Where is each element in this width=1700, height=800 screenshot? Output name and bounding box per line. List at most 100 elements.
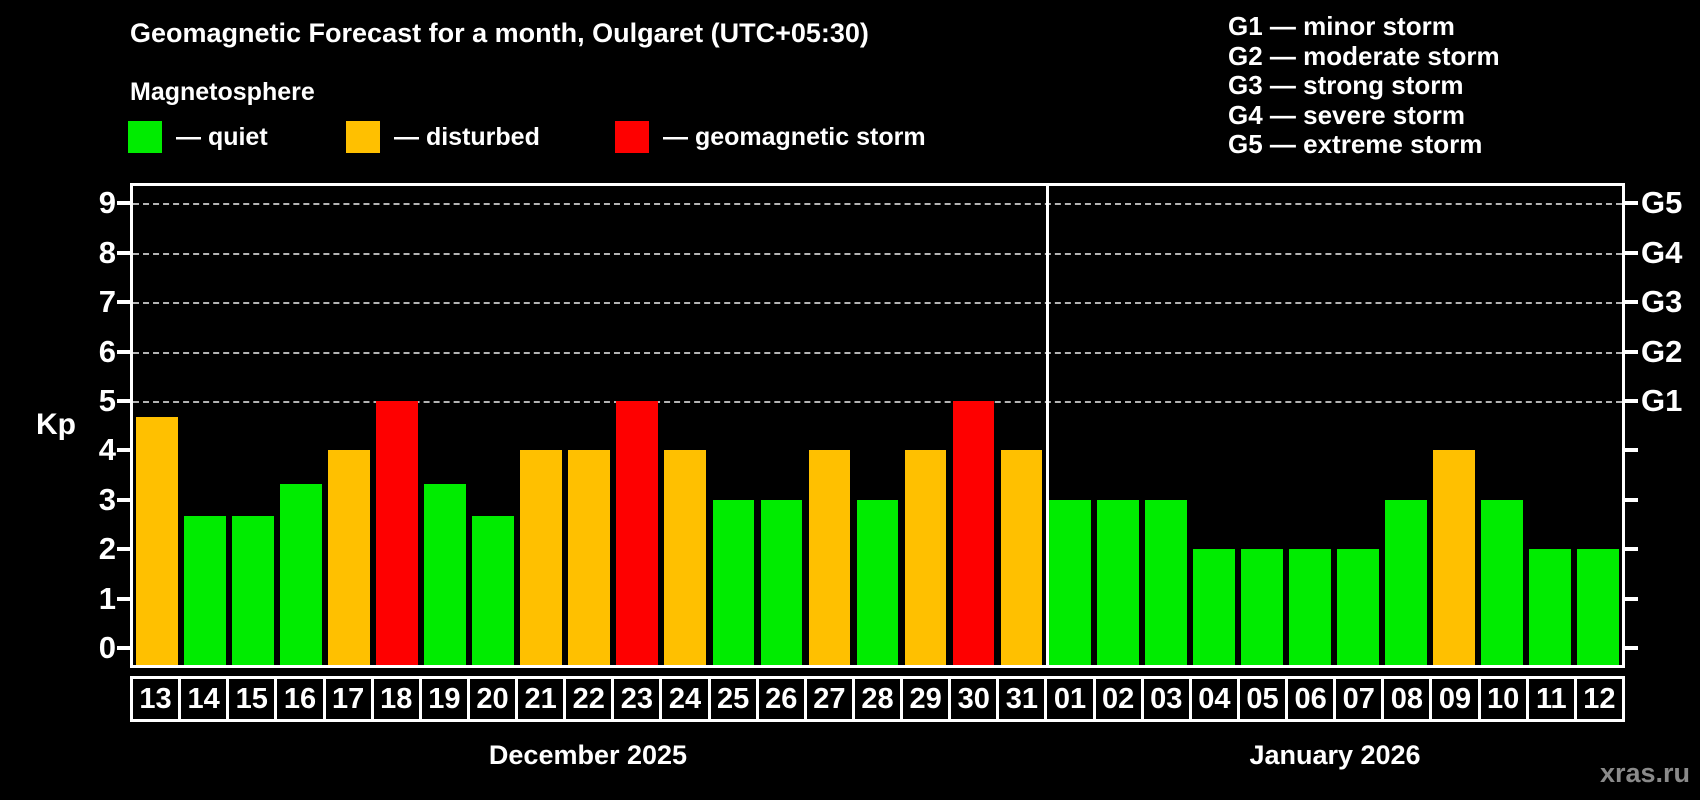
left-axis-tick bbox=[117, 596, 130, 601]
left-axis-tick bbox=[117, 349, 130, 354]
kp-bar-day-09 bbox=[1432, 450, 1475, 665]
month-label-december: December 2025 bbox=[488, 740, 688, 770]
y-axis-label: Kp bbox=[36, 408, 76, 441]
kp-bar-day-18 bbox=[376, 401, 419, 665]
day-cell: 06 bbox=[1288, 679, 1334, 719]
day-cell: 01 bbox=[1047, 679, 1093, 719]
left-axis-tick bbox=[117, 300, 130, 305]
kp-bar-day-06 bbox=[1288, 549, 1331, 665]
day-cell: 29 bbox=[903, 679, 949, 719]
left-axis-tick bbox=[117, 201, 130, 206]
gridline-kp-5 bbox=[133, 401, 1622, 404]
left-axis-tick bbox=[117, 448, 130, 453]
quiet-color-swatch-icon bbox=[128, 121, 162, 153]
y-tick-label: 8 bbox=[98, 234, 116, 270]
day-cell: 19 bbox=[421, 679, 467, 719]
kp-bar-day-01 bbox=[1048, 499, 1091, 665]
disturbed-color-swatch-icon bbox=[346, 121, 380, 153]
day-cell: 14 bbox=[181, 679, 227, 719]
page-title: Geomagnetic Forecast for a month, Oulgar… bbox=[130, 18, 869, 48]
day-axis-row: 13 14 15 16 17 18 19 20 21 22 23 24 25 26 27 28 29 30 31 01… bbox=[130, 676, 1625, 722]
day-cell: 15 bbox=[229, 679, 275, 719]
legend-item-quiet: — quiet bbox=[128, 120, 268, 154]
kp-bar-day-12 bbox=[1577, 549, 1619, 665]
left-axis-tick bbox=[117, 646, 130, 651]
day-cell: 24 bbox=[662, 679, 708, 719]
left-axis-tick bbox=[117, 399, 130, 404]
kp-bar-day-13 bbox=[136, 417, 178, 665]
day-cell: 22 bbox=[566, 679, 612, 719]
y-tick-label: 7 bbox=[98, 284, 116, 320]
kp-bar-day-02 bbox=[1096, 499, 1139, 665]
kp-bar-day-16 bbox=[280, 483, 322, 665]
right-axis-tick bbox=[1625, 349, 1638, 354]
kp-bar-day-10 bbox=[1481, 499, 1523, 665]
kp-bar-day-04 bbox=[1192, 549, 1235, 665]
day-cell: 25 bbox=[710, 679, 756, 719]
day-cell: 18 bbox=[373, 679, 419, 719]
day-cell: 16 bbox=[277, 679, 323, 719]
day-cell: 17 bbox=[325, 679, 371, 719]
day-cell: 27 bbox=[806, 679, 852, 719]
right-axis-tick bbox=[1625, 547, 1638, 552]
legend-label-disturbed: — disturbed bbox=[394, 122, 540, 151]
y-tick-label: 4 bbox=[98, 432, 116, 468]
day-cell: 02 bbox=[1095, 679, 1141, 719]
right-axis-tick bbox=[1625, 596, 1638, 601]
kp-bar-day-30 bbox=[952, 401, 995, 665]
g-legend-line-g3: G3 — strong storm bbox=[1228, 70, 1464, 101]
kp-bar-day-17 bbox=[328, 450, 371, 665]
legend-label-quiet: — quiet bbox=[176, 122, 268, 151]
chart-subtitle: Magnetosphere bbox=[130, 78, 315, 106]
day-cell: 31 bbox=[999, 679, 1045, 719]
right-axis-tick bbox=[1625, 448, 1638, 453]
kp-bar-day-03 bbox=[1144, 499, 1187, 665]
y-tick-label: 9 bbox=[98, 185, 116, 221]
kp-bar-day-25 bbox=[712, 499, 755, 665]
day-cell: 13 bbox=[133, 679, 179, 719]
g-scale-label-g2: G2 bbox=[1641, 333, 1683, 369]
g-legend-line-g1: G1 — minor storm bbox=[1228, 11, 1455, 41]
kp-bar-day-11 bbox=[1529, 549, 1571, 665]
day-cell: 12 bbox=[1576, 679, 1622, 719]
kp-bar-day-21 bbox=[520, 450, 563, 665]
day-cell: 09 bbox=[1432, 679, 1478, 719]
day-cell: 30 bbox=[951, 679, 997, 719]
left-axis-tick bbox=[117, 250, 130, 255]
y-tick-label: 1 bbox=[98, 580, 116, 616]
day-cell: 05 bbox=[1239, 679, 1286, 719]
y-tick-label: 6 bbox=[98, 333, 116, 369]
day-cell: 11 bbox=[1528, 679, 1574, 719]
y-tick-label: 3 bbox=[98, 481, 116, 517]
y-tick-label: 0 bbox=[98, 630, 116, 666]
kp-bar-day-20 bbox=[472, 516, 515, 665]
kp-bar-day-23 bbox=[616, 401, 659, 665]
kp-bar-day-26 bbox=[760, 499, 803, 665]
g-legend-line-g2: G2 — moderate storm bbox=[1228, 40, 1500, 71]
g-legend-line-g4: G4 — severe storm bbox=[1228, 99, 1466, 130]
kp-bar-day-29 bbox=[904, 450, 947, 665]
kp-bar-day-07 bbox=[1336, 549, 1379, 665]
g-scale-label-g3: G3 bbox=[1641, 284, 1683, 320]
y-tick-label: 5 bbox=[98, 383, 116, 419]
left-axis-tick bbox=[117, 497, 130, 502]
legend-label-storm: — geomagnetic storm bbox=[663, 122, 926, 151]
month-label-january: January 2026 bbox=[1249, 740, 1421, 770]
day-cell: 08 bbox=[1384, 679, 1430, 719]
kp-bar-day-05 bbox=[1240, 549, 1283, 665]
day-cell: 07 bbox=[1336, 679, 1382, 719]
right-axis-tick bbox=[1625, 300, 1638, 305]
right-axis-tick bbox=[1625, 646, 1638, 651]
day-cell: 04 bbox=[1191, 679, 1237, 719]
watermark: xras.ru bbox=[1599, 758, 1690, 788]
gridline-kp-9 bbox=[133, 203, 1622, 206]
legend-item-storm: — geomagnetic storm bbox=[615, 120, 926, 154]
g-scale-label-g1: G1 bbox=[1641, 383, 1683, 419]
day-cell: 20 bbox=[469, 679, 516, 719]
kp-bar-day-27 bbox=[808, 450, 851, 665]
right-axis-tick bbox=[1625, 399, 1638, 404]
right-axis-tick bbox=[1625, 201, 1638, 206]
right-axis-tick bbox=[1625, 250, 1638, 255]
kp-bar-day-08 bbox=[1384, 499, 1427, 665]
g-scale-label-g4: G4 bbox=[1641, 234, 1683, 270]
